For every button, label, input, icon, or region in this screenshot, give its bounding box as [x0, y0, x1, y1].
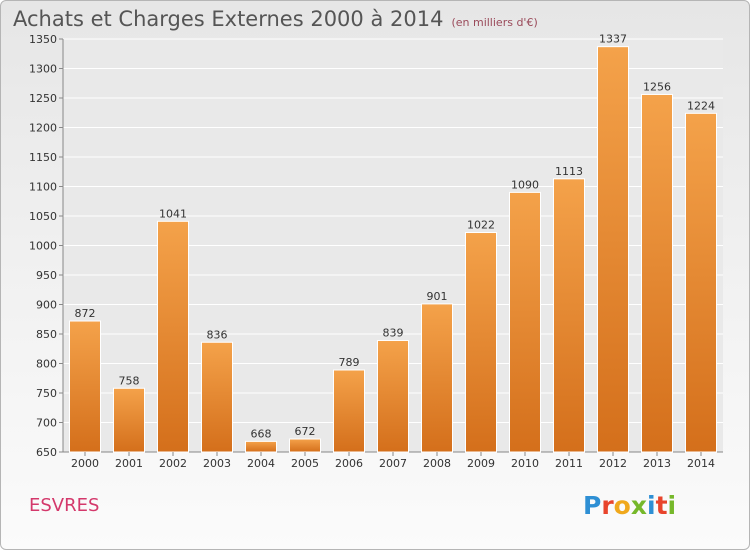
- x-tick-label: 2008: [423, 457, 451, 470]
- x-tick-label: 2004: [247, 457, 275, 470]
- x-tick-label: 2012: [599, 457, 627, 470]
- y-tick-label: 900: [36, 299, 57, 312]
- data-label: 901: [427, 290, 448, 303]
- data-label: 1113: [555, 165, 583, 178]
- bar: [641, 93, 673, 453]
- bar: [509, 191, 541, 453]
- x-tick-label: 2009: [467, 457, 495, 470]
- chart-title-text: Achats et Charges Externes 2000 à 2014: [13, 7, 444, 31]
- y-tick-label: 800: [36, 358, 57, 371]
- data-label: 668: [251, 427, 272, 440]
- x-tick-label: 2002: [159, 457, 187, 470]
- bar: [157, 220, 189, 453]
- y-tick-label: 950: [36, 269, 57, 282]
- chart-title: Achats et Charges Externes 2000 à 2014 (e…: [13, 7, 538, 31]
- bar: [333, 369, 365, 453]
- bar: [685, 112, 717, 453]
- y-tick-label: 1350: [29, 33, 57, 46]
- data-label: 672: [295, 425, 316, 438]
- x-tick-label: 2010: [511, 457, 539, 470]
- city-name: ESVRES: [29, 495, 100, 516]
- y-tick-label: 700: [36, 417, 57, 430]
- chart-subtitle: (en milliers d'€): [451, 16, 538, 29]
- y-tick-label: 1100: [29, 181, 57, 194]
- bar: [201, 341, 233, 453]
- data-label: 872: [75, 307, 96, 320]
- y-tick-label: 1250: [29, 92, 57, 105]
- data-label: 758: [119, 374, 140, 387]
- y-tick-label: 1300: [29, 63, 57, 76]
- y-tick-label: 750: [36, 387, 57, 400]
- x-tick-label: 2007: [379, 457, 407, 470]
- y-tick-label: 650: [36, 446, 57, 459]
- x-tick-label: 2000: [71, 457, 99, 470]
- y-tick-label: 1000: [29, 240, 57, 253]
- bar: [465, 232, 497, 453]
- y-tick-label: 1200: [29, 122, 57, 135]
- x-tick-label: 2001: [115, 457, 143, 470]
- x-tick-label: 2014: [687, 457, 715, 470]
- x-tick-label: 2003: [203, 457, 231, 470]
- data-label: 789: [339, 356, 360, 369]
- data-label: 836: [207, 328, 228, 341]
- x-tick-label: 2011: [555, 457, 583, 470]
- bar: [553, 178, 585, 453]
- bar: [289, 438, 321, 453]
- bar: [377, 339, 409, 453]
- data-label: 1256: [643, 80, 671, 93]
- y-tick-label: 850: [36, 328, 57, 341]
- data-label: 1224: [687, 99, 715, 112]
- bar: [597, 46, 629, 453]
- data-label: 1090: [511, 178, 539, 191]
- data-label: 1022: [467, 219, 495, 232]
- y-tick-label: 1150: [29, 151, 57, 164]
- proxiti-logo: Proxiti: [583, 491, 677, 520]
- data-label: 1337: [599, 33, 627, 46]
- bar: [245, 440, 277, 453]
- x-tick-label: 2005: [291, 457, 319, 470]
- data-label: 839: [383, 326, 404, 339]
- bar: [69, 320, 101, 453]
- x-tick-label: 2006: [335, 457, 363, 470]
- bar: [421, 303, 453, 453]
- y-tick-label: 1050: [29, 210, 57, 223]
- bar: [113, 387, 145, 453]
- x-tick-label: 2013: [643, 457, 671, 470]
- data-label: 1041: [159, 207, 187, 220]
